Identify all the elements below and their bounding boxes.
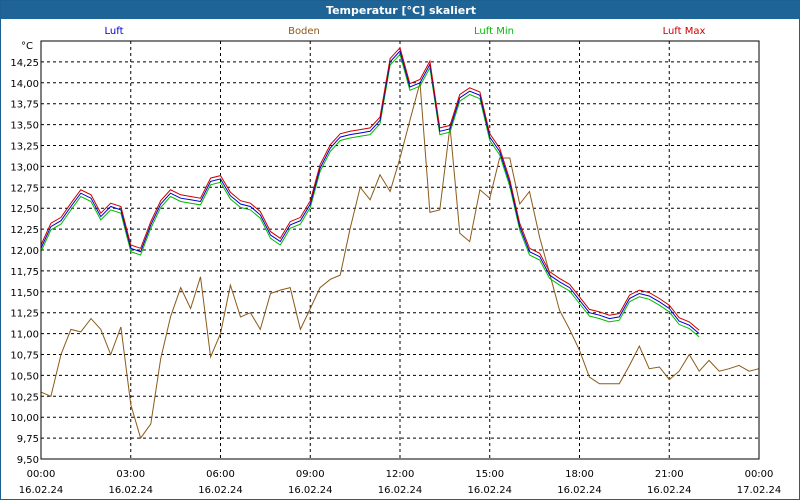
- y-tick-label: 11,75: [10, 267, 39, 278]
- plot-frame: [40, 40, 760, 460]
- x-tick-time: 00:00: [27, 469, 56, 480]
- series-line-luft-max: [40, 46, 700, 331]
- x-tick-time: 12:00: [386, 469, 415, 480]
- y-axis-unit: °C: [21, 41, 33, 52]
- y-axis-ticks: 9,50 9,75 10,00 10,25 10,50 10,75 11,00 11,25 11…: [10, 58, 39, 466]
- series-line-boden: [40, 82, 760, 440]
- y-tick-label: 13,75: [10, 100, 39, 111]
- y-tick-label: 10,00: [10, 413, 39, 424]
- x-tick-time: 06:00: [206, 469, 235, 480]
- x-tick-time: 21:00: [655, 469, 684, 480]
- x-tick-date: 16.02.24: [467, 485, 512, 496]
- y-tick-label: 12,25: [10, 225, 39, 236]
- x-tick-time: 00:00: [745, 469, 774, 480]
- y-tick-label: 10,50: [10, 371, 39, 382]
- x-tick-date: 16.02.24: [647, 485, 692, 496]
- y-tick-label: 12,75: [10, 183, 39, 194]
- series-line-luft: [40, 49, 700, 334]
- grid: [41, 41, 759, 459]
- y-tick-label: 12,50: [10, 204, 39, 215]
- x-tick-date: 16.02.24: [108, 485, 153, 496]
- x-axis-ticks: 00:00 16.02.24 03:00 16.02.24 06:00 16.02.24 0…: [19, 469, 782, 496]
- x-tick-date: 16.02.24: [378, 485, 423, 496]
- y-tick-label: 13,00: [10, 162, 39, 173]
- y-tick-label: 9,75: [17, 434, 39, 445]
- y-tick-label: 10,25: [10, 392, 39, 403]
- legend-item-luft: Luft: [105, 26, 124, 37]
- legend: Luft Boden Luft Min Luft Max: [105, 26, 706, 37]
- legend-item-boden: Boden: [288, 26, 320, 37]
- x-tick-date: 16.02.24: [557, 485, 602, 496]
- series-line-luft-min: [40, 53, 700, 338]
- y-tick-label: 9,50: [17, 455, 39, 466]
- x-tick-time: 18:00: [565, 469, 594, 480]
- y-tick-label: 10,75: [10, 351, 39, 362]
- legend-item-luft-min: Luft Min: [474, 26, 514, 37]
- x-tick-time: 09:00: [296, 469, 325, 480]
- y-tick-label: 13,50: [10, 121, 39, 132]
- legend-item-luft-max: Luft Max: [663, 26, 706, 37]
- x-tick-date: 16.02.24: [19, 485, 64, 496]
- x-tick-date: 16.02.24: [198, 485, 243, 496]
- title-bar: [1, 1, 800, 19]
- y-tick-label: 11,50: [10, 288, 39, 299]
- y-tick-label: 14,00: [10, 79, 39, 90]
- y-tick-label: 13,25: [10, 142, 39, 153]
- y-tick-label: 14,25: [10, 58, 39, 69]
- series-group: [40, 46, 760, 440]
- y-tick-label: 11,25: [10, 309, 39, 320]
- x-tick-date: 16.02.24: [288, 485, 333, 496]
- chart-title: Temperatur [°C] skaliert: [326, 4, 476, 17]
- x-tick-time: 03:00: [116, 469, 145, 480]
- y-tick-label: 11,00: [10, 330, 39, 341]
- x-tick-date: 17.02.24: [737, 485, 782, 496]
- y-tick-label: 12,00: [10, 246, 39, 257]
- x-tick-time: 15:00: [475, 469, 504, 480]
